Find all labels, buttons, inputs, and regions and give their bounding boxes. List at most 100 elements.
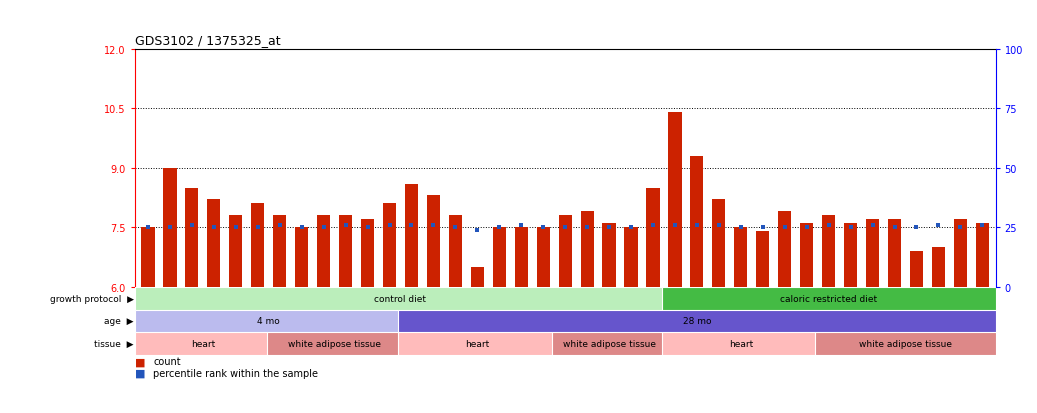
- Bar: [662, 287, 996, 310]
- Bar: [844, 224, 858, 287]
- Point: [710, 222, 727, 229]
- Bar: [866, 220, 879, 287]
- Bar: [932, 247, 945, 287]
- Bar: [186, 188, 198, 287]
- Bar: [164, 169, 176, 287]
- Point: [579, 224, 595, 231]
- Text: caloric restricted diet: caloric restricted diet: [780, 294, 877, 303]
- Bar: [317, 216, 330, 287]
- Point: [755, 224, 772, 231]
- Point: [798, 224, 815, 231]
- Point: [359, 224, 375, 231]
- Bar: [251, 204, 264, 287]
- Bar: [662, 332, 820, 355]
- Point: [689, 222, 705, 229]
- Bar: [398, 310, 996, 332]
- Bar: [141, 228, 155, 287]
- Text: ■: ■: [135, 356, 145, 366]
- Bar: [229, 216, 243, 287]
- Bar: [427, 196, 440, 287]
- Point: [337, 222, 354, 229]
- Point: [293, 224, 310, 231]
- Text: count: count: [153, 356, 181, 366]
- Bar: [624, 228, 638, 287]
- Bar: [815, 332, 996, 355]
- Point: [535, 224, 552, 231]
- Point: [469, 227, 485, 233]
- Text: heart: heart: [729, 339, 753, 348]
- Point: [227, 224, 244, 231]
- Bar: [646, 188, 660, 287]
- Point: [403, 222, 420, 229]
- Point: [491, 224, 507, 231]
- Bar: [267, 332, 402, 355]
- Bar: [734, 228, 748, 287]
- Bar: [778, 212, 791, 287]
- Bar: [361, 220, 374, 287]
- Bar: [801, 224, 813, 287]
- Point: [250, 224, 267, 231]
- Bar: [449, 216, 461, 287]
- Bar: [712, 200, 726, 287]
- Bar: [976, 224, 989, 287]
- Point: [184, 222, 200, 229]
- Bar: [339, 216, 353, 287]
- Point: [930, 222, 947, 229]
- Bar: [909, 252, 923, 287]
- Point: [425, 222, 442, 229]
- Point: [732, 224, 749, 231]
- Point: [272, 222, 288, 229]
- Bar: [135, 332, 271, 355]
- Text: age  ▶: age ▶: [105, 317, 134, 325]
- Text: 28 mo: 28 mo: [682, 317, 711, 325]
- Text: percentile rank within the sample: percentile rank within the sample: [153, 368, 318, 378]
- Bar: [404, 184, 418, 287]
- Point: [513, 222, 530, 229]
- Point: [908, 224, 925, 231]
- Text: white adipose tissue: white adipose tissue: [859, 339, 952, 348]
- Bar: [954, 220, 966, 287]
- Point: [382, 222, 398, 229]
- Text: control diet: control diet: [374, 294, 426, 303]
- Bar: [493, 228, 506, 287]
- Point: [645, 222, 662, 229]
- Point: [557, 224, 573, 231]
- Text: 4 mo: 4 mo: [257, 317, 280, 325]
- Text: GDS3102 / 1375325_at: GDS3102 / 1375325_at: [135, 34, 280, 47]
- Point: [887, 224, 903, 231]
- Bar: [888, 220, 901, 287]
- Point: [162, 224, 178, 231]
- Text: heart: heart: [466, 339, 489, 348]
- Bar: [135, 310, 402, 332]
- Bar: [756, 232, 769, 287]
- Bar: [581, 212, 594, 287]
- Bar: [559, 216, 571, 287]
- Bar: [207, 200, 221, 287]
- Bar: [471, 267, 484, 287]
- Point: [777, 224, 793, 231]
- Bar: [383, 204, 396, 287]
- Text: white adipose tissue: white adipose tissue: [288, 339, 382, 348]
- Point: [952, 224, 969, 231]
- Text: white adipose tissue: white adipose tissue: [563, 339, 655, 348]
- Bar: [822, 216, 835, 287]
- Point: [974, 222, 990, 229]
- Bar: [691, 157, 703, 287]
- Point: [447, 224, 464, 231]
- Bar: [398, 332, 557, 355]
- Point: [600, 224, 617, 231]
- Point: [205, 224, 222, 231]
- Bar: [552, 332, 666, 355]
- Point: [842, 224, 859, 231]
- Text: ■: ■: [135, 368, 145, 378]
- Text: heart: heart: [191, 339, 215, 348]
- Bar: [514, 228, 528, 287]
- Point: [315, 224, 332, 231]
- Bar: [135, 287, 666, 310]
- Point: [820, 222, 837, 229]
- Bar: [669, 113, 681, 287]
- Bar: [296, 228, 308, 287]
- Text: tissue  ▶: tissue ▶: [94, 339, 134, 348]
- Point: [864, 222, 880, 229]
- Point: [623, 224, 640, 231]
